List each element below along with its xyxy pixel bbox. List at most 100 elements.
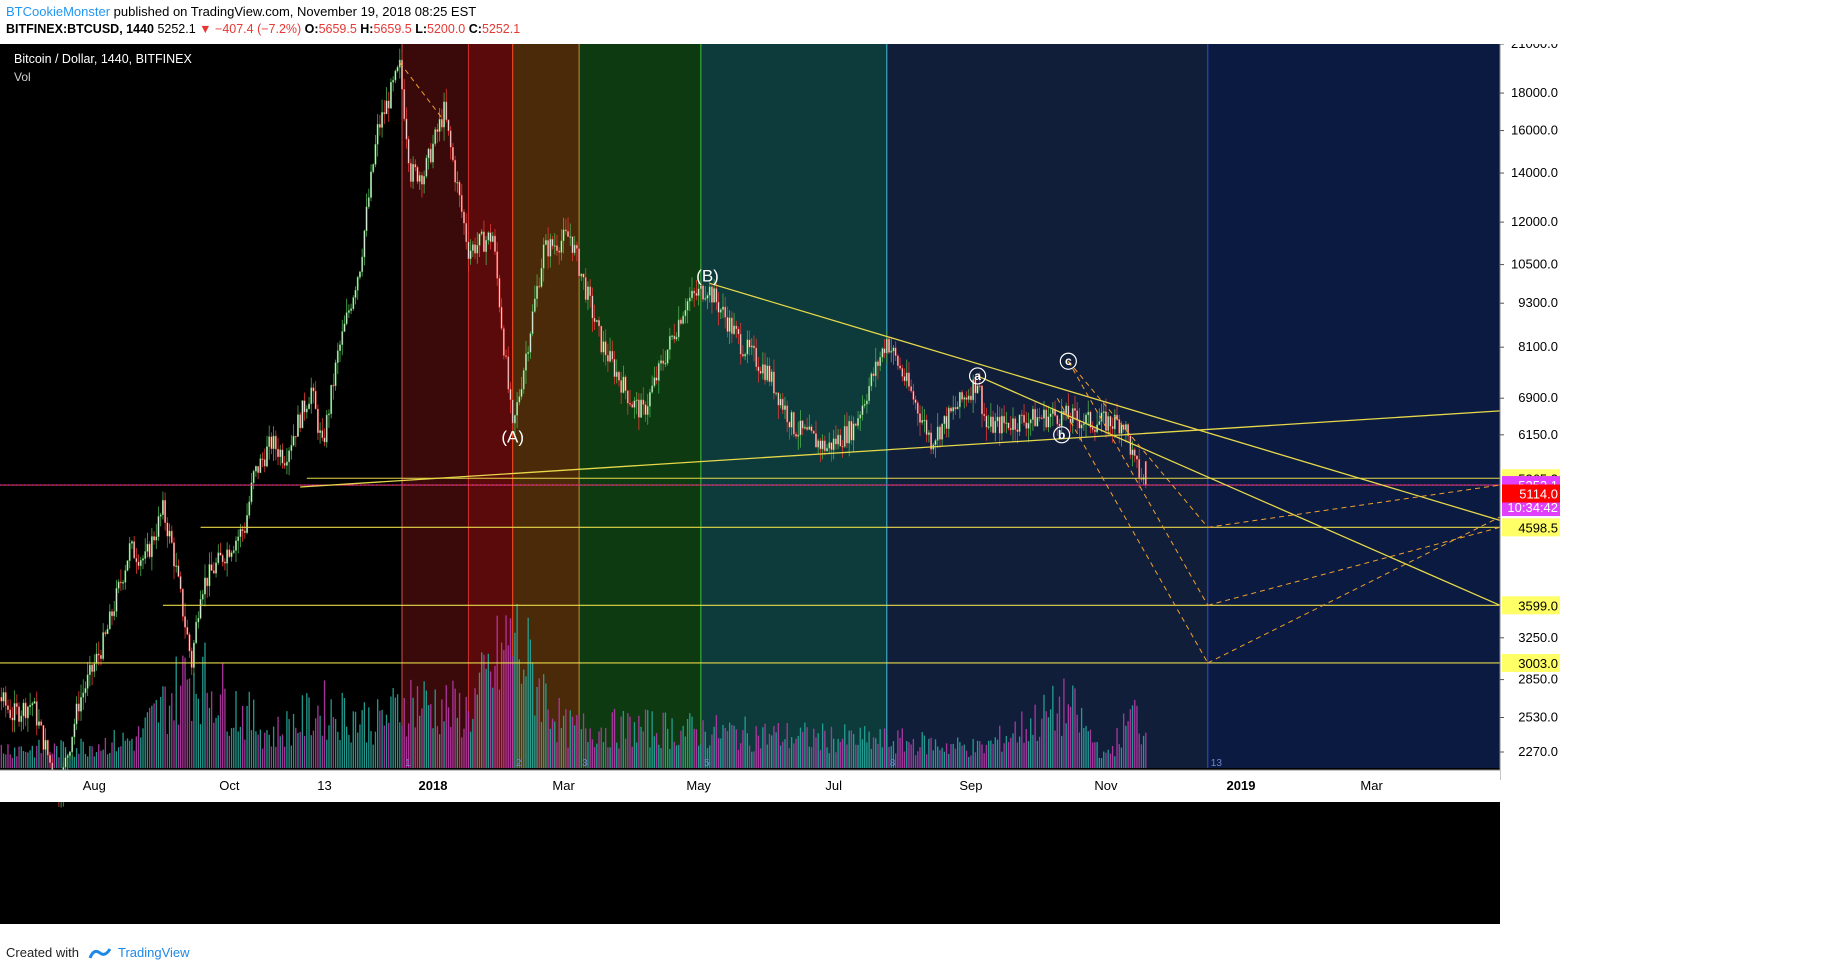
author-link[interactable]: BTCookieMonster — [6, 4, 111, 19]
volume-bar — [1058, 696, 1061, 768]
volume-bar — [788, 748, 791, 768]
candle-body — [770, 371, 773, 382]
volume-bar — [861, 739, 864, 768]
volume-bar — [1114, 756, 1116, 768]
volume-bar — [259, 729, 261, 768]
volume-bar — [102, 749, 104, 768]
candle-body — [467, 241, 470, 260]
volume-bar — [69, 751, 71, 768]
volume-bar — [179, 685, 182, 768]
candle-body — [759, 370, 762, 374]
candle-body — [715, 288, 718, 303]
candle-body — [746, 339, 749, 355]
chart-area[interactable]: (A) (B) a b c 1 2 3 5 8 13 21000.0 18000.0 16000.0 140… — [0, 36, 1828, 924]
volume-bar — [1030, 718, 1032, 768]
volume-bar — [702, 720, 704, 768]
volume-bar — [1087, 731, 1089, 768]
tradingview-link[interactable]: TradingView — [118, 945, 190, 960]
candle-body — [788, 421, 791, 428]
candle-body — [370, 171, 372, 198]
volume-bar — [631, 746, 633, 768]
volume-bar — [255, 731, 257, 768]
candle-body — [981, 385, 983, 415]
candle-body — [1087, 411, 1090, 416]
volume-bar — [746, 733, 749, 768]
candle-body — [642, 399, 645, 405]
volume-bar — [892, 741, 895, 768]
candle-body — [587, 286, 589, 300]
candle-body — [1060, 410, 1063, 427]
candle-body — [150, 536, 153, 558]
candle-body — [367, 197, 370, 208]
candle-body — [35, 701, 38, 726]
volume-bar — [146, 712, 149, 768]
volume-bar — [414, 727, 416, 768]
volume-bar — [1043, 694, 1045, 768]
volume-bar — [80, 738, 82, 768]
volume-bar — [445, 685, 447, 768]
candle-body — [544, 240, 547, 245]
candle-body — [812, 430, 815, 434]
volume-bar — [923, 735, 926, 768]
volume-bar — [239, 726, 242, 768]
volume-bar — [795, 738, 797, 768]
volume-bar — [1103, 751, 1105, 768]
candle-body — [584, 277, 587, 300]
candle-body — [363, 230, 366, 258]
volume-bar — [206, 692, 208, 768]
candle-body — [332, 384, 335, 387]
candle-body — [407, 138, 410, 164]
volume-bar — [640, 726, 642, 768]
volume-bar — [549, 728, 551, 768]
volume-bar — [972, 739, 974, 768]
candle-body — [1080, 424, 1083, 429]
volume-bar — [700, 743, 702, 768]
volume-bar — [1118, 744, 1120, 768]
candle-body — [1091, 427, 1094, 430]
candle-body — [1071, 408, 1074, 424]
x-tick-label: Mar — [552, 778, 575, 793]
projection-line — [1207, 516, 1501, 664]
tradingview-logo-icon[interactable] — [88, 946, 112, 963]
volume-bar — [768, 734, 771, 768]
volume-bar — [724, 727, 726, 768]
volume-bar — [939, 750, 941, 768]
candle-body — [943, 415, 946, 425]
volume-bar — [642, 731, 644, 768]
volume-bar — [810, 747, 813, 768]
volume-bar — [777, 723, 780, 768]
candle-body — [1144, 461, 1147, 486]
volume-bar — [266, 730, 268, 768]
candle-body — [664, 362, 667, 365]
candle-body — [784, 405, 786, 410]
candle-body — [808, 426, 811, 430]
candle-body — [100, 655, 102, 660]
candle-body — [841, 446, 844, 448]
candle-body — [609, 350, 612, 362]
candle-body — [772, 371, 775, 394]
price-chart[interactable]: (A) (B) a b c 1 2 3 5 8 13 21000.0 18000.0 16000.0 140… — [0, 36, 1828, 924]
candle-body — [531, 311, 534, 334]
candle-body — [744, 354, 747, 357]
candle-body — [1065, 405, 1068, 416]
volume-bar — [733, 725, 735, 768]
volume-bar — [934, 739, 937, 768]
volume-bar — [1065, 723, 1067, 768]
volume-bar — [507, 645, 509, 768]
volume-bar — [489, 671, 492, 768]
candle-body — [578, 248, 581, 277]
volume-bar — [343, 698, 346, 768]
volume-bar — [1018, 736, 1021, 768]
candle-body — [604, 341, 607, 356]
candle-body — [919, 413, 921, 423]
candle-body — [593, 317, 596, 323]
symbol-label: BITFINEX:BTCUSD, 1440 — [6, 22, 154, 36]
volume-bar — [937, 746, 939, 768]
volume-bar — [213, 722, 215, 768]
volume-bar — [237, 731, 239, 768]
candle-body — [250, 482, 253, 503]
volume-bar — [405, 736, 408, 768]
x-tick-label: Oct — [219, 778, 240, 793]
candle-body — [1016, 429, 1019, 432]
projection-line — [399, 62, 445, 122]
